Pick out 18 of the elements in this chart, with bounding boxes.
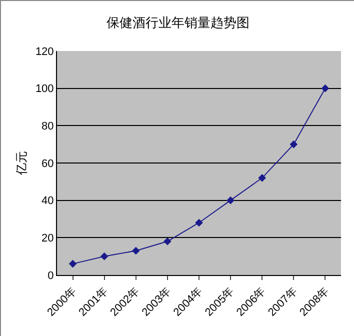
point	[195, 218, 203, 227]
y-tick-label: 0	[48, 270, 54, 282]
point	[290, 140, 298, 148]
y-tick-label: 60	[42, 158, 54, 170]
y-axis-title: 亿元	[14, 151, 29, 176]
point	[68, 260, 77, 268]
y-tick-label: 100	[35, 83, 54, 96]
point	[258, 174, 266, 182]
point	[164, 238, 172, 246]
y-tick-label: 80	[42, 120, 54, 133]
point	[132, 246, 140, 255]
point	[100, 252, 108, 260]
point	[321, 84, 330, 92]
chart-title: 保健酒行业年销量趋势图	[106, 14, 250, 30]
y-tick-label: 20	[42, 232, 54, 245]
y-tick-label: 40	[42, 195, 54, 208]
y-tick-label: 120	[35, 46, 54, 58]
point	[226, 196, 234, 204]
